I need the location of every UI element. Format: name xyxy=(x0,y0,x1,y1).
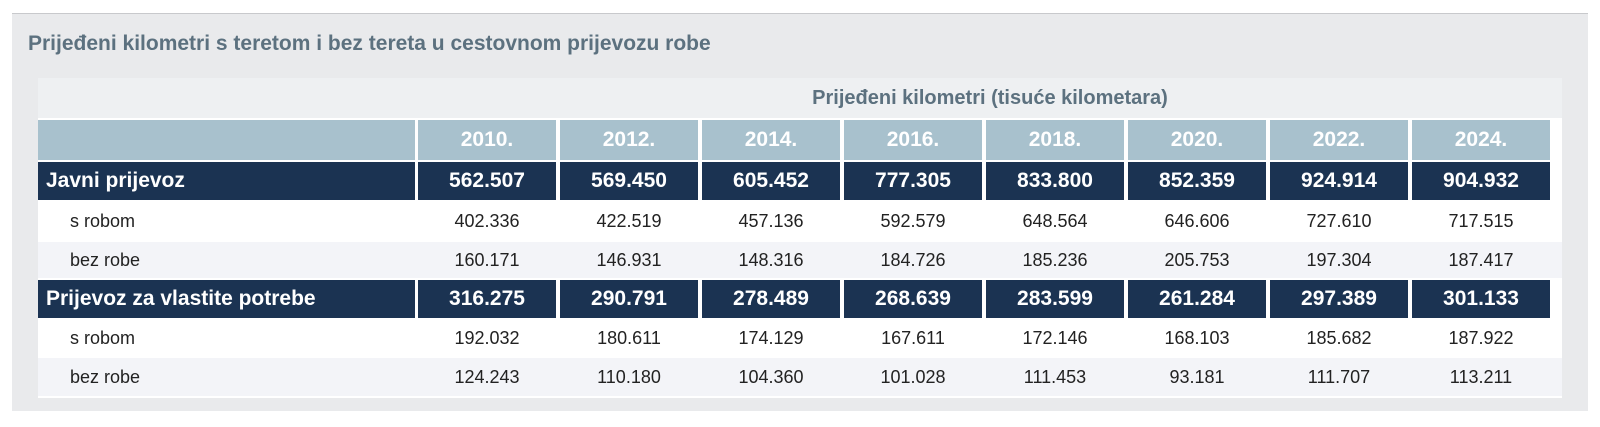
value-cell: 168.103 xyxy=(1164,327,1230,348)
value-cell: 727.610 xyxy=(1306,210,1372,231)
value-cell: 646.606 xyxy=(1164,210,1230,231)
value-cell: 110.180 xyxy=(560,358,698,396)
value-cell: 148.316 xyxy=(702,242,840,278)
value-cell: 592.579 xyxy=(880,210,946,231)
row-label: s robom xyxy=(70,210,136,231)
group-header-row xyxy=(38,78,1562,118)
value-cell: 290.791 xyxy=(560,280,698,318)
year-header: 2016. xyxy=(844,120,982,160)
value-cell: 648.564 xyxy=(1022,210,1088,231)
year-header: 2020. xyxy=(1128,120,1266,160)
row-label: s robom xyxy=(70,327,136,348)
year-header: 2014. xyxy=(702,120,840,160)
value-cell: 160.171 xyxy=(418,242,556,278)
row-label: bez robe xyxy=(38,242,415,278)
year-header: 2024. xyxy=(1412,120,1550,160)
value-cell: 205.753 xyxy=(1128,242,1266,278)
year-header: 2018. xyxy=(986,120,1124,160)
title: Prijeđeni kilometri s teretom i bez tere… xyxy=(28,32,711,55)
row-label: bez robe xyxy=(38,358,415,396)
value-cell: 146.931 xyxy=(560,242,698,278)
value-cell: 402.336 xyxy=(454,210,520,231)
value-cell: 185.236 xyxy=(986,242,1124,278)
value-cell: 124.243 xyxy=(418,358,556,396)
value-cell: 104.360 xyxy=(702,358,840,396)
group-label: Javni prijevoz xyxy=(38,162,415,200)
header-corner xyxy=(38,120,415,160)
value-cell: 197.304 xyxy=(1270,242,1408,278)
value-cell: 301.133 xyxy=(1412,280,1550,318)
value-cell: 605.452 xyxy=(702,162,840,200)
value-cell: 172.146 xyxy=(1022,327,1088,348)
table: Prijeđeni kilometri (tisuće kilometara) … xyxy=(38,78,1562,398)
year-header: 2022. xyxy=(1270,120,1408,160)
value-cell: 113.211 xyxy=(1412,358,1550,396)
value-cell: 184.726 xyxy=(844,242,982,278)
value-cell: 101.028 xyxy=(844,358,982,396)
value-cell: 278.489 xyxy=(702,280,840,318)
value-cell: 93.181 xyxy=(1128,358,1266,396)
value-cell: 283.599 xyxy=(986,280,1124,318)
value-cell: 185.682 xyxy=(1306,327,1372,348)
year-header: 2010. xyxy=(418,120,556,160)
value-cell: 268.639 xyxy=(844,280,982,318)
value-cell: 192.032 xyxy=(454,327,520,348)
value-cell: 187.922 xyxy=(1448,327,1514,348)
value-cell: 833.800 xyxy=(986,162,1124,200)
value-cell: 904.932 xyxy=(1412,162,1550,200)
value-cell: 111.707 xyxy=(1270,358,1408,396)
group-header: Prijeđeni kilometri (tisuće kilometara) xyxy=(812,86,1168,109)
value-cell: 316.275 xyxy=(418,280,556,318)
value-cell: 180.611 xyxy=(597,327,661,348)
value-cell: 924.914 xyxy=(1270,162,1408,200)
year-header: 2012. xyxy=(560,120,698,160)
value-cell: 852.359 xyxy=(1128,162,1266,200)
value-cell: 187.417 xyxy=(1412,242,1550,278)
value-cell: 457.136 xyxy=(738,210,804,231)
value-cell: 174.129 xyxy=(738,327,804,348)
value-cell: 569.450 xyxy=(560,162,698,200)
value-cell: 717.515 xyxy=(1448,210,1514,231)
value-cell: 167.611 xyxy=(881,327,945,348)
value-cell: 562.507 xyxy=(418,162,556,200)
value-cell: 261.284 xyxy=(1128,280,1266,318)
value-cell: 422.519 xyxy=(596,210,662,231)
value-cell: 111.453 xyxy=(986,358,1124,396)
value-cell: 777.305 xyxy=(844,162,982,200)
group-label: Prijevoz za vlastite potrebe xyxy=(38,280,415,318)
value-cell: 297.389 xyxy=(1270,280,1408,318)
